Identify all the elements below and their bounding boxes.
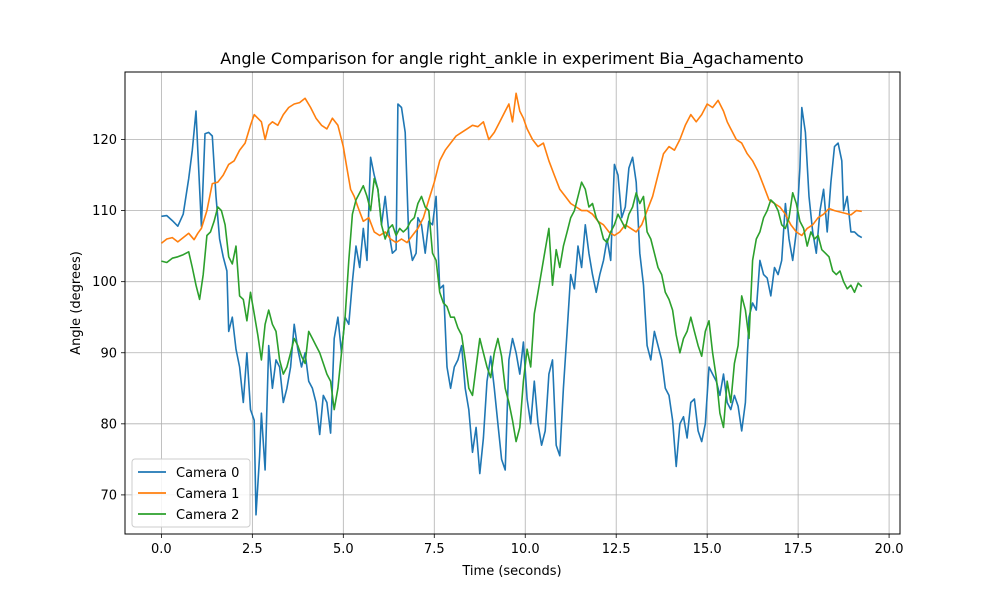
legend-label-camera-2: Camera 2: [176, 508, 239, 523]
legend: Camera 0 Camera 1 Camera 2: [131, 458, 251, 528]
x-tick-label: 5.0: [333, 542, 354, 557]
x-tick-label: 17.5: [784, 542, 813, 557]
series-line-camera-1: [160, 92, 862, 244]
x-tick-label: 2.5: [242, 542, 263, 557]
x-tick-label: 15.0: [693, 542, 722, 557]
x-tick-label: 20.0: [875, 542, 904, 557]
x-tick-label: 12.5: [602, 542, 631, 557]
y-tick-label: 90: [100, 346, 117, 361]
series-line-camera-2: [161, 177, 863, 443]
x-tick-label: 10.0: [511, 542, 540, 557]
y-tick-label: 100: [92, 275, 117, 290]
plot-frame: [124, 71, 901, 535]
y-tick-label: 70: [100, 488, 117, 503]
x-tick-label: 0.0: [151, 542, 172, 557]
y-axis-label: Angle (degrees): [69, 251, 84, 355]
x-axis-label: Time (seconds): [461, 564, 561, 579]
y-tick-label: 120: [92, 133, 117, 148]
plot-area: [160, 92, 863, 516]
legend-label-camera-0: Camera 0: [176, 466, 239, 481]
series-line-camera-0: [161, 103, 863, 516]
y-tick-label: 110: [92, 204, 117, 219]
chart-title: Angle Comparison for angle right_ankle i…: [220, 49, 803, 69]
legend-label-camera-1: Camera 1: [176, 487, 239, 502]
axis-ticks: 0.0 2.5 5.0 7.5 10.0 12.5 15.0 17.5 20.0 70 80 90 10…: [92, 133, 903, 557]
x-tick-label: 7.5: [424, 542, 445, 557]
legend-box: [131, 458, 251, 528]
y-tick-label: 80: [100, 417, 117, 432]
